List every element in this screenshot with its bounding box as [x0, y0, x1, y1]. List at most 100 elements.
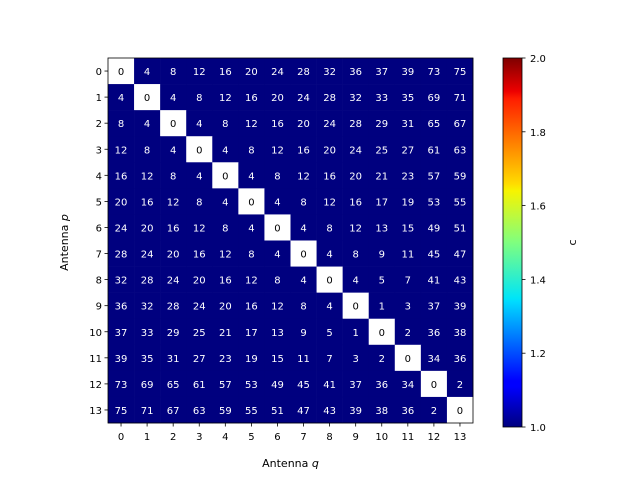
heatmap-cell — [186, 58, 213, 85]
cell-value-label: 24 — [323, 119, 336, 130]
heatmap-cell — [108, 240, 135, 267]
cell-value-label: 4 — [274, 250, 280, 261]
heatmap-cell — [316, 396, 343, 424]
cell-value-label: 4 — [170, 145, 176, 156]
cell-value-label: 57 — [219, 380, 232, 391]
heatmap-cell — [342, 84, 370, 111]
heatmap-cell — [368, 344, 396, 372]
cell-value-label: 4 — [170, 93, 176, 104]
heatmap-cell — [264, 136, 291, 163]
heatmap-cell — [394, 214, 422, 241]
heatmap-cell — [160, 396, 187, 424]
cell-value-label: 24 — [115, 223, 128, 234]
heatmap-cell — [212, 110, 239, 137]
heatmap-cell — [394, 344, 422, 372]
heatmap-cell — [186, 162, 213, 189]
cell-value-label: 7 — [326, 354, 332, 365]
cell-value-label: 9 — [300, 328, 306, 339]
heatmap-cell — [212, 136, 239, 163]
heatmap-cell — [212, 214, 239, 241]
y-axis-label-prefix: Antenna — [58, 221, 71, 271]
cell-value-label: 34 — [428, 354, 441, 365]
cell-value-label: 27 — [193, 354, 206, 365]
cell-value-label: 63 — [193, 406, 206, 417]
cell-value-label: 51 — [454, 223, 467, 234]
heatmap-cell — [420, 136, 448, 163]
cell-value-label: 39 — [349, 406, 362, 417]
x-tick-label: 7 — [300, 432, 306, 443]
heatmap-cell — [290, 240, 317, 267]
heatmap-cell — [368, 318, 396, 346]
heatmap-cell — [394, 370, 422, 398]
cell-value-label: 8 — [222, 223, 228, 234]
x-tick-label: 13 — [454, 432, 467, 443]
cell-value-label: 20 — [271, 93, 284, 104]
cell-value-label: 41 — [323, 380, 336, 391]
y-tick-label: 5 — [96, 197, 102, 208]
cell-value-label: 41 — [428, 276, 441, 287]
heatmap-cell — [212, 162, 239, 189]
y-tick-label: 6 — [96, 223, 102, 234]
heatmap-cell — [446, 370, 474, 398]
cell-value-label: 23 — [219, 354, 232, 365]
cell-value-label: 37 — [428, 302, 441, 313]
heatmap-cell — [160, 214, 187, 241]
cell-value-label: 38 — [454, 328, 467, 339]
cell-value-label: 4 — [196, 171, 202, 182]
cell-value-label: 36 — [375, 380, 388, 391]
heatmap-cell — [108, 266, 135, 293]
cell-value-label: 4 — [326, 302, 332, 313]
cell-value-label: 28 — [167, 302, 180, 313]
heatmap-cell — [420, 318, 448, 346]
cell-value-label: 71 — [141, 406, 154, 417]
cell-value-label: 12 — [219, 93, 232, 104]
cell-value-label: 67 — [167, 406, 180, 417]
heatmap-cell-labels: 0 4 8 12 16 20 24 28 32 36 37 39 73 754 0 4 8 12 16 20 24 28 3… — [115, 67, 467, 417]
cell-value-label: 8 — [170, 67, 176, 78]
heatmap-cell — [368, 188, 396, 215]
cell-value-label: 49 — [428, 223, 441, 234]
y-tick-label: 10 — [89, 328, 102, 339]
heatmap-cell — [446, 318, 474, 346]
heatmap-cell — [264, 240, 291, 267]
plot-frame — [107, 57, 474, 424]
heatmap-cell — [160, 292, 187, 320]
cell-value-label: 2 — [431, 406, 437, 417]
heatmap-cell — [368, 110, 396, 137]
cell-value-label: 0 — [196, 145, 202, 156]
cell-value-label: 12 — [193, 223, 206, 234]
heatmap-cell — [290, 292, 317, 320]
heatmap-cell — [108, 396, 135, 424]
cell-value-label: 12 — [349, 223, 362, 234]
heatmap-cell — [160, 240, 187, 267]
cell-value-label: 0 — [274, 223, 280, 234]
heatmap-cell — [316, 84, 343, 111]
heatmap-cell — [186, 266, 213, 293]
heatmap-cell — [186, 396, 213, 424]
heatmap-cell — [316, 266, 343, 293]
cell-value-label: 12 — [141, 171, 154, 182]
heatmap-cell — [264, 344, 291, 372]
heatmap-cell — [238, 214, 265, 241]
heatmap-cell — [238, 110, 265, 137]
cell-value-label: 69 — [428, 93, 441, 104]
cell-value-label: 0 — [352, 302, 358, 313]
cell-value-label: 0 — [248, 197, 254, 208]
heatmap-cell — [108, 370, 135, 398]
colorbar-tick-label: 1.0 — [530, 423, 546, 434]
cell-value-label: 4 — [274, 197, 280, 208]
cell-value-label: 13 — [375, 223, 388, 234]
colorbar-tick-label: 1.4 — [530, 275, 546, 286]
y-tick-label: 0 — [96, 67, 102, 78]
cell-value-label: 43 — [454, 276, 467, 287]
heatmap-cell — [290, 318, 317, 346]
cell-value-label: 20 — [115, 197, 128, 208]
cell-value-label: 0 — [457, 406, 463, 417]
heatmap-cell — [186, 318, 213, 346]
heatmap-cell — [342, 292, 370, 320]
cell-value-label: 29 — [167, 328, 180, 339]
heatmap-cell — [212, 396, 239, 424]
heatmap-cell — [342, 370, 370, 398]
heatmap-cell — [264, 58, 291, 85]
